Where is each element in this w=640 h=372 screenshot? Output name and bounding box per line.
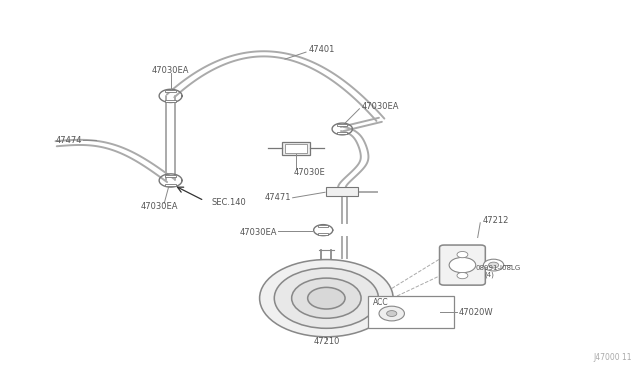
Text: 47030EA: 47030EA xyxy=(239,228,276,237)
Bar xyxy=(285,144,307,153)
Circle shape xyxy=(457,272,468,279)
Text: 47212: 47212 xyxy=(482,217,509,225)
Bar xyxy=(368,296,454,328)
Text: 47020W: 47020W xyxy=(459,308,493,317)
Text: 08991-I08LG: 08991-I08LG xyxy=(476,264,521,271)
Text: ACC: ACC xyxy=(372,298,388,307)
Circle shape xyxy=(457,251,468,258)
Text: 47030E: 47030E xyxy=(293,167,325,177)
Circle shape xyxy=(308,288,345,309)
Text: 47030EA: 47030EA xyxy=(152,65,189,75)
Bar xyxy=(165,184,176,186)
Text: 47474: 47474 xyxy=(56,136,82,145)
Text: 47471: 47471 xyxy=(265,193,291,202)
Circle shape xyxy=(292,278,361,318)
Text: J47000 11: J47000 11 xyxy=(593,353,632,362)
Circle shape xyxy=(379,306,404,321)
Text: 47401: 47401 xyxy=(308,45,335,54)
Bar xyxy=(282,142,310,154)
Circle shape xyxy=(275,268,378,328)
Text: 47210: 47210 xyxy=(313,337,340,346)
Bar xyxy=(326,187,358,196)
Circle shape xyxy=(488,262,499,268)
Circle shape xyxy=(260,260,393,337)
Bar xyxy=(337,124,348,126)
Bar xyxy=(337,132,348,134)
Bar xyxy=(165,175,176,177)
Bar xyxy=(165,100,176,102)
Circle shape xyxy=(387,311,397,317)
Text: SEC.140: SEC.140 xyxy=(212,198,246,208)
Bar xyxy=(319,225,328,227)
Text: 47030EA: 47030EA xyxy=(141,202,179,211)
Bar xyxy=(165,90,176,92)
Text: (4): (4) xyxy=(484,271,494,278)
FancyBboxPatch shape xyxy=(440,245,485,285)
Circle shape xyxy=(483,259,504,271)
Bar xyxy=(319,233,328,235)
Circle shape xyxy=(449,257,476,273)
Text: 47030EA: 47030EA xyxy=(362,102,399,112)
